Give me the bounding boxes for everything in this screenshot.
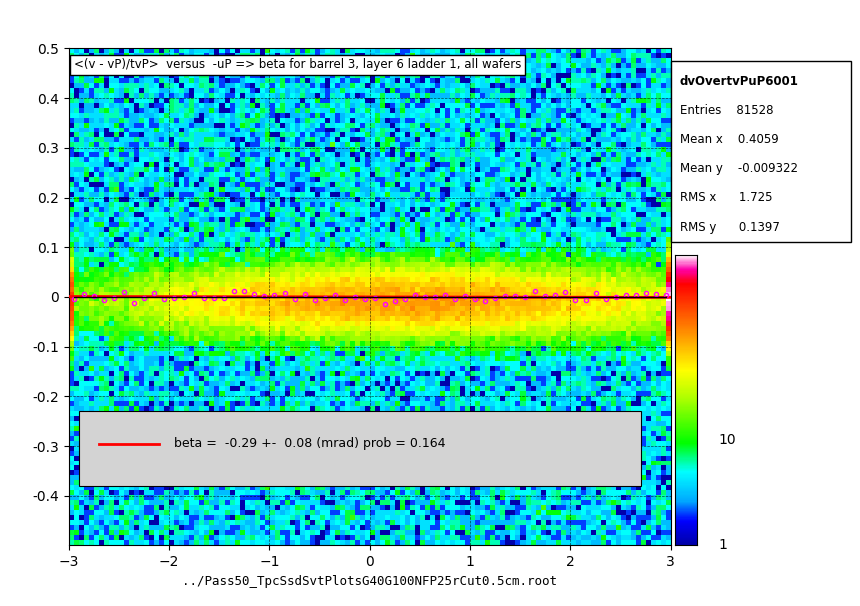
Text: Mean x    0.4059: Mean x 0.4059 bbox=[680, 133, 778, 146]
Text: RMS y      0.1397: RMS y 0.1397 bbox=[680, 221, 780, 233]
X-axis label: ../Pass50_TpcSsdSvtPlotsG40G100NFP25rCut0.5cm.root: ../Pass50_TpcSsdSvtPlotsG40G100NFP25rCut… bbox=[182, 574, 557, 588]
Text: 10: 10 bbox=[718, 433, 735, 447]
Bar bbox=[79, 411, 641, 486]
Text: 1: 1 bbox=[718, 538, 727, 553]
Text: Mean y    -0.009322: Mean y -0.009322 bbox=[680, 162, 798, 175]
Text: <(v - vP)/tvP>  versus  -uP => beta for barrel 3, layer 6 ladder 1, all wafers: <(v - vP)/tvP> versus -uP => beta for ba… bbox=[74, 58, 521, 72]
FancyBboxPatch shape bbox=[671, 61, 851, 242]
Text: Entries    81528: Entries 81528 bbox=[680, 104, 773, 117]
Text: RMS x      1.725: RMS x 1.725 bbox=[680, 191, 772, 204]
Text: dvOvertvPuP6001: dvOvertvPuP6001 bbox=[680, 75, 799, 88]
Text: beta =  -0.29 +-  0.08 (mrad) prob = 0.164: beta = -0.29 +- 0.08 (mrad) prob = 0.164 bbox=[175, 437, 445, 450]
